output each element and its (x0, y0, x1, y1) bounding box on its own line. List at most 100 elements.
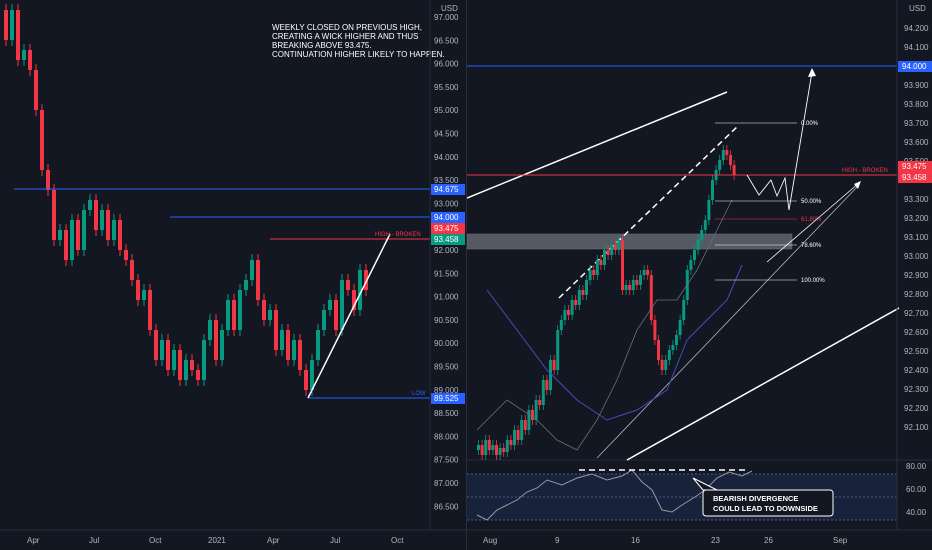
candle-body (649, 275, 653, 320)
candle-body (631, 280, 635, 290)
left-price-tick: 97.000 (434, 13, 459, 22)
candle-body (244, 280, 248, 290)
candle-body (310, 360, 314, 390)
candle-body (16, 10, 20, 60)
candle-body (76, 220, 80, 250)
candle-body (545, 380, 549, 390)
candle-body (274, 310, 278, 350)
candle-body (340, 280, 344, 330)
ma-fast-line (476, 199, 733, 451)
candle-body (603, 250, 606, 265)
right-price-badge-text: 94.000 (902, 62, 927, 71)
candle-body (480, 445, 484, 455)
low-label: LOW (412, 391, 426, 397)
candle-body (346, 280, 350, 290)
candle-body (106, 210, 110, 240)
candle-body (675, 335, 678, 345)
left-price-tick: 95.500 (434, 83, 459, 92)
right-time-tick: 16 (631, 536, 640, 545)
candle-body (513, 430, 516, 445)
candle-body (202, 340, 206, 380)
candle-body (613, 245, 617, 250)
left-price-axis: 97.000 96.500 96.000 95.500 95.000 94.500 94.0… (434, 13, 459, 511)
candle-body (646, 270, 650, 275)
candle-body (4, 10, 8, 40)
candle-body (88, 200, 92, 210)
candle-body (292, 340, 296, 360)
left-price-tick: 87.500 (434, 456, 459, 465)
left-price-tick: 86.500 (434, 502, 459, 511)
right-price-badge (898, 161, 932, 172)
fib-label-618: 61.80% (801, 217, 822, 223)
candle-body (707, 200, 711, 220)
candle-body (523, 420, 527, 430)
candle-body (711, 180, 714, 200)
projection-arrowhead (808, 68, 816, 77)
svg-text:CREATING A WICK HIGHER AND THU: CREATING A WICK HIGHER AND THUS (272, 32, 418, 41)
candle-body (581, 290, 585, 295)
left-candles (4, 4, 368, 396)
left-price-chart[interactable]: HIGH - BROKEN LOW WEEKLY CLOSED ON PREVI… (0, 0, 466, 550)
left-price-tick: 89.500 (434, 363, 459, 372)
left-price-badge-text: 89.525 (434, 394, 459, 403)
right-price-tick: 92.500 (904, 347, 929, 356)
candle-body (250, 260, 254, 280)
candle-body (226, 300, 230, 330)
rsi-axis: 80.00 60.00 40.00 (906, 462, 927, 517)
candle-body (696, 240, 700, 250)
left-price-tick: 91.500 (434, 269, 459, 278)
projection-path (746, 71, 813, 211)
right-time-axis: Aug 9 16 23 26 Sep (483, 536, 848, 545)
candle-body (70, 220, 74, 260)
rsi-tick: 80.00 (906, 462, 927, 471)
right-price-tick: 94.200 (904, 24, 929, 33)
left-price-badge (431, 393, 465, 404)
candle-body (22, 50, 26, 60)
rsi-tick: 40.00 (906, 508, 927, 517)
right-price-tick: 92.400 (904, 366, 929, 375)
right-price-chart[interactable]: HIGH - BROKEN 0.00% 50.00% 61.80% 78.60%… (467, 0, 932, 550)
right-time-tick: Aug (483, 536, 497, 545)
candle-body (660, 360, 664, 370)
left-price-tick: 88.500 (434, 409, 459, 418)
right-time-tick: 26 (764, 536, 773, 545)
right-price-tick: 92.800 (904, 290, 929, 299)
supply-zone (467, 233, 793, 250)
candle-body (196, 370, 200, 380)
candle-body (304, 370, 308, 390)
right-price-tick: 93.800 (904, 100, 929, 109)
right-price-tick: 92.300 (904, 385, 929, 394)
candle-body (232, 300, 236, 330)
left-price-badge (431, 234, 465, 245)
candle-body (298, 340, 302, 370)
right-price-badge (898, 172, 932, 183)
candle-body (262, 300, 266, 320)
right-chart-panel[interactable]: HIGH - BROKEN 0.00% 50.00% 61.80% 78.60%… (466, 0, 932, 550)
left-price-tick: 87.000 (434, 479, 459, 488)
candle-body (538, 400, 542, 405)
left-price-badge (431, 184, 465, 195)
right-price-badge (898, 61, 932, 72)
candle-body (588, 270, 592, 280)
right-price-tick: 92.600 (904, 328, 929, 337)
candle-body (671, 345, 675, 350)
candle-body (334, 300, 338, 330)
left-price-tick: 93.500 (434, 176, 459, 185)
fib-label-0: 0.00% (801, 121, 819, 127)
candle-body (505, 440, 509, 452)
candle-body (487, 440, 491, 450)
candle-body (592, 270, 596, 275)
candle-body (667, 350, 671, 360)
candle-body (10, 10, 14, 40)
candle-body (732, 165, 736, 175)
candle-body (82, 210, 86, 250)
right-price-tick: 92.200 (904, 404, 929, 413)
candle-body (531, 410, 534, 420)
candle-body (166, 340, 170, 370)
candle-body (502, 448, 506, 452)
left-chart-panel[interactable]: HIGH - BROKEN LOW WEEKLY CLOSED ON PREVI… (0, 0, 466, 550)
right-price-tick: 93.700 (904, 119, 929, 128)
left-price-tick: 89.000 (434, 386, 459, 395)
candle-body (559, 320, 563, 330)
left-price-tick: 88.000 (434, 432, 459, 441)
